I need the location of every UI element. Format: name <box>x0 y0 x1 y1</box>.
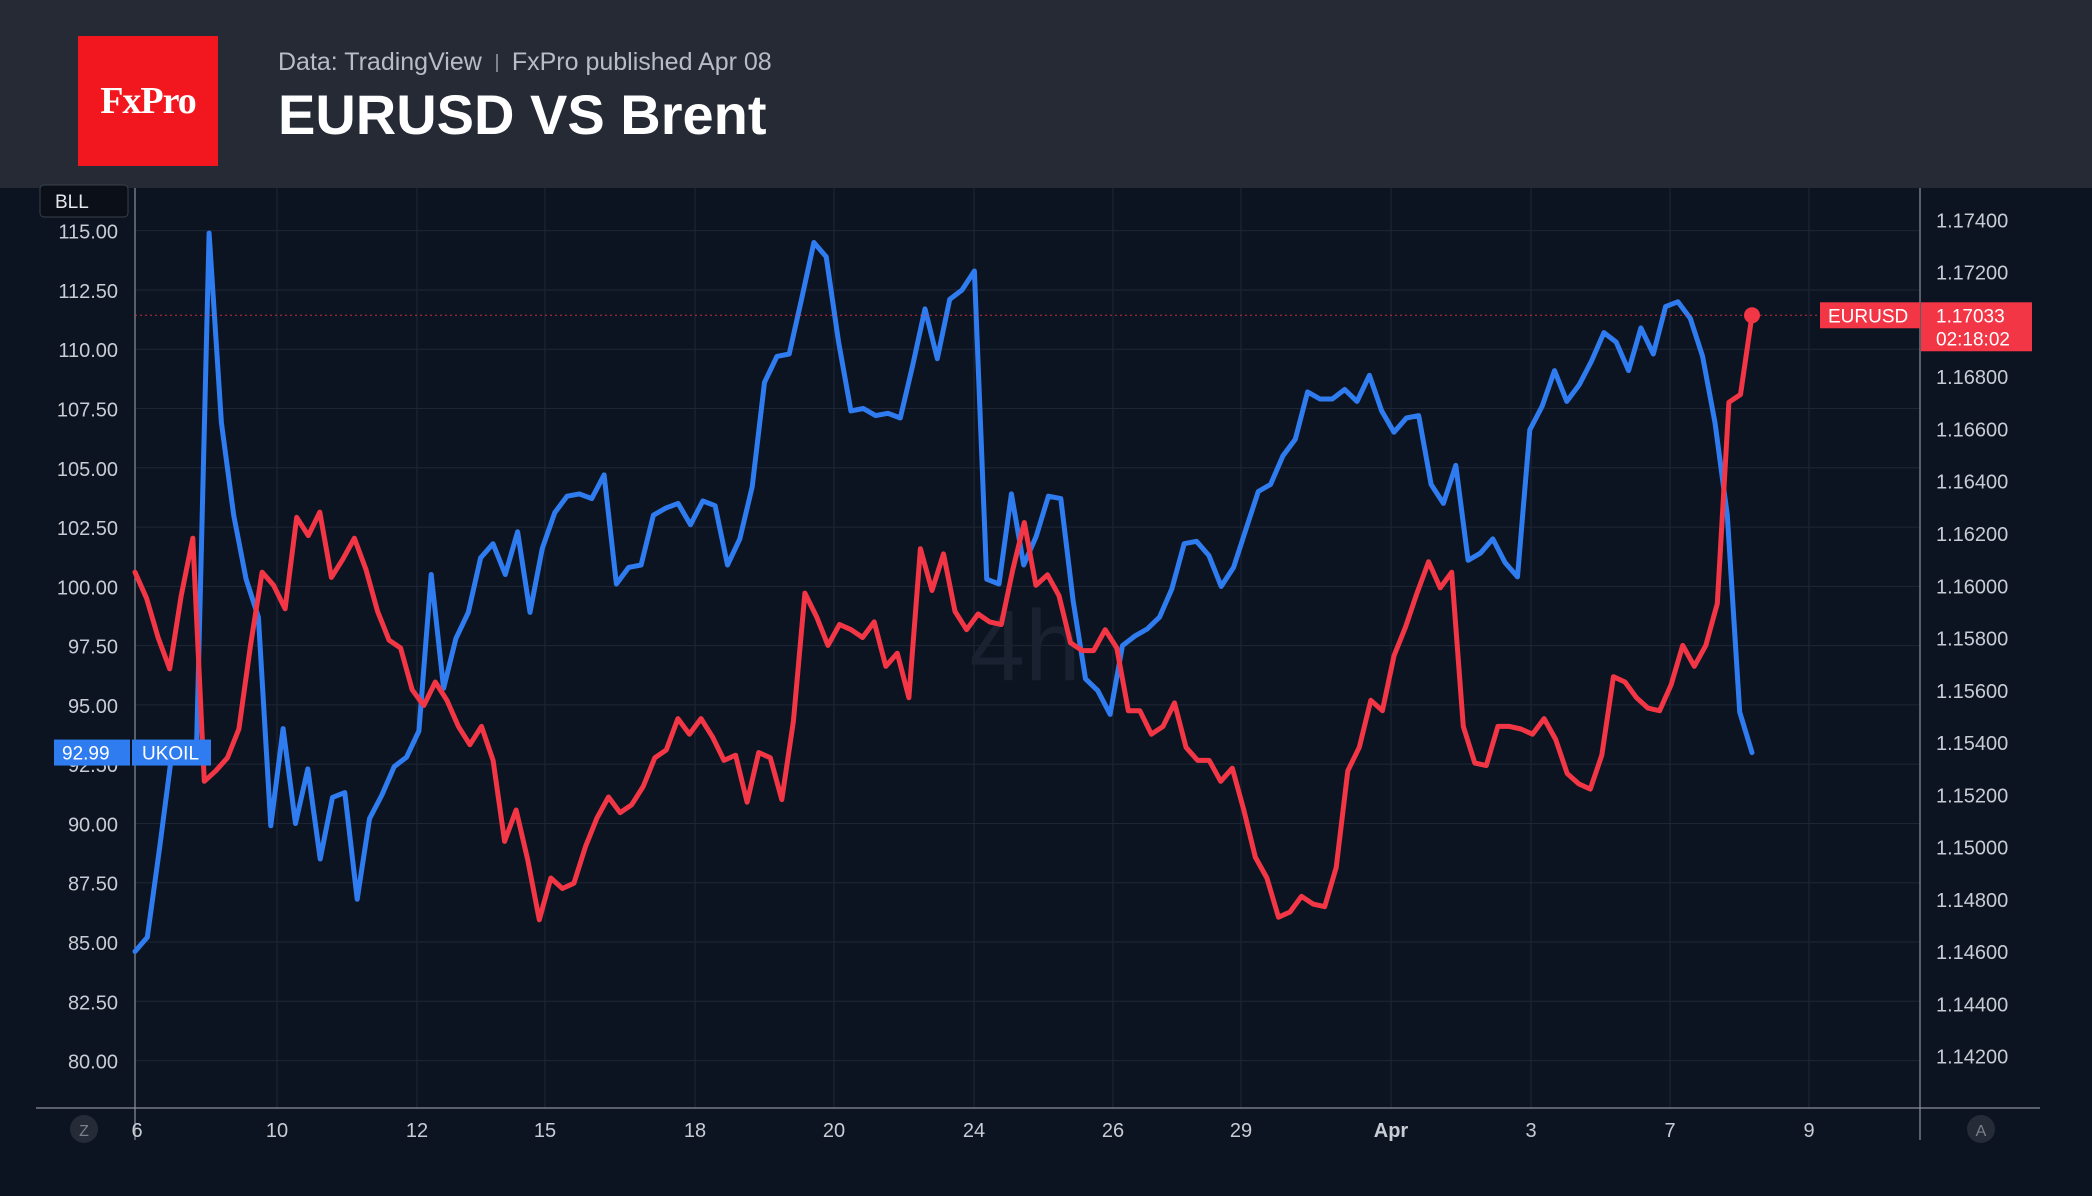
time-tick-label: 3 <box>1525 1120 1536 1142</box>
right-tick-label: 1.15400 <box>1936 733 2008 755</box>
time-tick-label: 12 <box>406 1120 428 1142</box>
left-tick-label: 82.50 <box>68 992 118 1014</box>
right-tick-label: 1.17200 <box>1936 263 2008 285</box>
right-tick-label: 1.17400 <box>1936 210 2008 232</box>
left-price-scale: 80.0082.5085.0087.5090.0092.5095.0097.50… <box>57 222 118 1074</box>
right-tick-label: 1.16600 <box>1936 419 2008 441</box>
time-tick-label: 15 <box>534 1120 556 1142</box>
right-tick-label: 1.15000 <box>1936 838 2008 860</box>
time-tick-label: 10 <box>266 1120 288 1142</box>
left-tick-label: 102.50 <box>57 518 118 540</box>
ukoil-line <box>132 230 1755 954</box>
left-tick-label: 112.50 <box>58 281 118 303</box>
right-tick-label: 1.16200 <box>1936 524 2008 546</box>
auto-scale-button-right-label: A <box>1976 1123 1987 1140</box>
grid-lines <box>135 188 1920 1108</box>
source-line: Data: TradingView FxPro published Apr 08 <box>278 48 772 77</box>
time-tick-label: 29 <box>1230 1120 1252 1142</box>
series-layer <box>132 230 1820 954</box>
right-price-scale: 1.14200 1.14400 1.14600 1.14800 1.15000 1.152… <box>1936 210 2008 1068</box>
time-tick-label: 9 <box>1803 1120 1814 1142</box>
axes: BLL <box>36 184 2040 1140</box>
left-tick-label: 107.50 <box>57 400 118 422</box>
eurusd-name-tag <box>1820 302 1920 329</box>
right-tick-label: 1.15200 <box>1936 785 2008 807</box>
separator <box>495 53 498 72</box>
time-tick-label: 7 <box>1664 1120 1675 1142</box>
time-tick-label: 18 <box>684 1120 706 1142</box>
fxpro-logo: FxPro <box>78 36 218 166</box>
time-tick-label: 26 <box>1102 1120 1124 1142</box>
time-tick-label: 6 <box>131 1120 142 1142</box>
eurusd-name-label: EURUSD <box>1828 306 1908 327</box>
eurusd-last-point <box>1744 307 1760 324</box>
left-tick-label: 115.00 <box>58 222 118 244</box>
right-tick-label: 1.15600 <box>1936 681 2008 703</box>
right-tick-label: 1.16400 <box>1936 472 2008 494</box>
right-tick-label: 1.16000 <box>1936 576 2008 598</box>
chart-title: EURUSD VS Brent <box>278 83 767 146</box>
time-tick-label: Apr <box>1374 1120 1409 1142</box>
right-tick-label: 1.14800 <box>1936 890 2008 912</box>
left-tick-label: 85.00 <box>68 933 118 955</box>
left-tick-label: 90.00 <box>68 814 118 836</box>
left-tick-label: 105.00 <box>57 459 118 481</box>
left-tick-label: 80.00 <box>68 1052 118 1074</box>
left-tick-label: 100.00 <box>57 577 118 599</box>
right-tick-label: 1.14400 <box>1936 994 2008 1016</box>
scale-tag-box <box>39 184 129 218</box>
auto-scale-button-left[interactable] <box>70 1115 98 1143</box>
ukoil-price-tag <box>54 739 130 766</box>
header-bar: FxPro Data: TradingView FxPro published … <box>0 0 2092 188</box>
data-source: Data: TradingView <box>278 48 482 76</box>
eurusd-countdown-label: 02:18:02 <box>1936 329 2010 350</box>
time-tick-label: 20 <box>823 1120 845 1142</box>
eurusd-price-tag <box>1921 302 2032 352</box>
left-tick-label: 87.50 <box>68 874 118 896</box>
ukoil-name-label: UKOIL <box>142 744 199 765</box>
time-scale: 6 10 12 15 18 20 24 26 29 Apr 3 7 9 Z A <box>70 1115 1995 1143</box>
eurusd-line <box>132 312 1755 923</box>
auto-scale-button-left-label: Z <box>79 1123 89 1140</box>
ukoil-price-label: 92.99 <box>62 744 110 765</box>
right-tick-label: 1.16800 <box>1936 367 2008 389</box>
published-info: FxPro published Apr 08 <box>511 48 772 76</box>
auto-scale-button-right[interactable] <box>1967 1115 1995 1143</box>
left-tick-label: 97.50 <box>68 637 118 659</box>
scale-tag-label: BLL <box>55 192 89 213</box>
ukoil-name-tag <box>132 739 211 766</box>
eurusd-price-label: 1.17033 <box>1936 306 2005 327</box>
left-tick-label: 95.00 <box>68 696 118 718</box>
time-tick-label: 24 <box>963 1120 985 1142</box>
right-tick-label: 1.14600 <box>1936 942 2008 964</box>
left-tick-label: 110.00 <box>58 340 118 362</box>
right-tick-label: 1.15800 <box>1936 629 2008 651</box>
right-tick-label: 1.14200 <box>1936 1047 2008 1069</box>
